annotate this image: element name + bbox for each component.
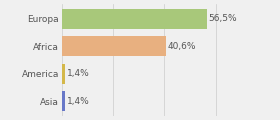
Bar [62,64,65,84]
Bar [62,9,207,29]
Bar [62,36,166,56]
Bar [62,91,65,111]
Text: 56,5%: 56,5% [208,14,237,23]
Text: 1,4%: 1,4% [66,97,89,106]
Text: 1,4%: 1,4% [66,69,89,78]
Text: 40,6%: 40,6% [167,42,196,51]
